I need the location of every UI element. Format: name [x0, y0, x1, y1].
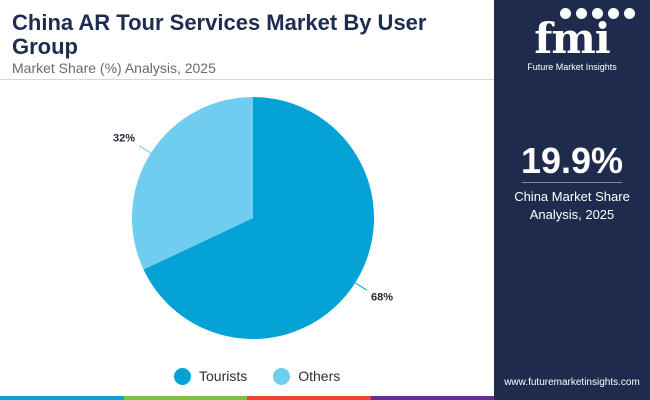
logo-dot-icon — [607, 8, 619, 19]
logo-dot-icon — [623, 8, 635, 19]
legend-label-others: Others — [298, 368, 341, 384]
bottom-bar-segment-1 — [0, 396, 124, 400]
highlight-label-line1: China Market Share — [514, 189, 630, 204]
data-label-tourists: 68% — [371, 291, 393, 303]
leader-line-others — [138, 145, 152, 154]
bottom-bar-segment-4 — [370, 396, 494, 400]
highlight-value: 19.9% — [520, 140, 624, 181]
legend-swatch-others — [273, 367, 291, 385]
logo-dot-icon — [575, 8, 587, 19]
logo-icon-row — [544, 8, 650, 20]
data-label-others: 32% — [113, 133, 135, 145]
pie-chart: 68% 32% — [113, 97, 393, 339]
legend-label-tourists: Tourists — [199, 368, 248, 384]
website-url: www.futuremarketinsights.com — [504, 377, 640, 388]
logo-dot-icon — [591, 8, 603, 19]
legend-item-tourists: Tourists — [174, 367, 248, 385]
title-divider — [0, 79, 494, 80]
legend-item-others: Others — [273, 367, 341, 385]
logo-wordmark: fmi — [534, 14, 610, 63]
legend-swatch-tourists — [174, 367, 191, 385]
bottom-bar-segment-2 — [123, 396, 247, 400]
chart-title: China AR Tour Services Market By User Gr… — [12, 10, 427, 59]
highlight-divider — [522, 182, 622, 183]
logo-caption: Future Market Insights — [527, 62, 617, 72]
chart-legend: Tourists Others — [174, 366, 366, 386]
bottom-color-bar — [0, 396, 494, 400]
pie-slice-tourists — [143, 97, 374, 339]
highlight-label: China Market Share Analysis, 2025 — [494, 188, 650, 224]
highlight-label-line2: Analysis, 2025 — [529, 207, 615, 222]
leader-line-tourists — [354, 282, 368, 291]
bottom-bar-segment-3 — [247, 396, 371, 400]
pie-slice-others — [132, 97, 253, 270]
fmi-logo: fmi Future Market Insights — [494, 8, 650, 72]
logo-dot-icon — [559, 8, 571, 19]
chart-subtitle: Market Share (%) Analysis, 2025 — [12, 60, 216, 76]
sidebar-panel: fmi Future Market Insights 19.9% China M… — [494, 0, 650, 400]
